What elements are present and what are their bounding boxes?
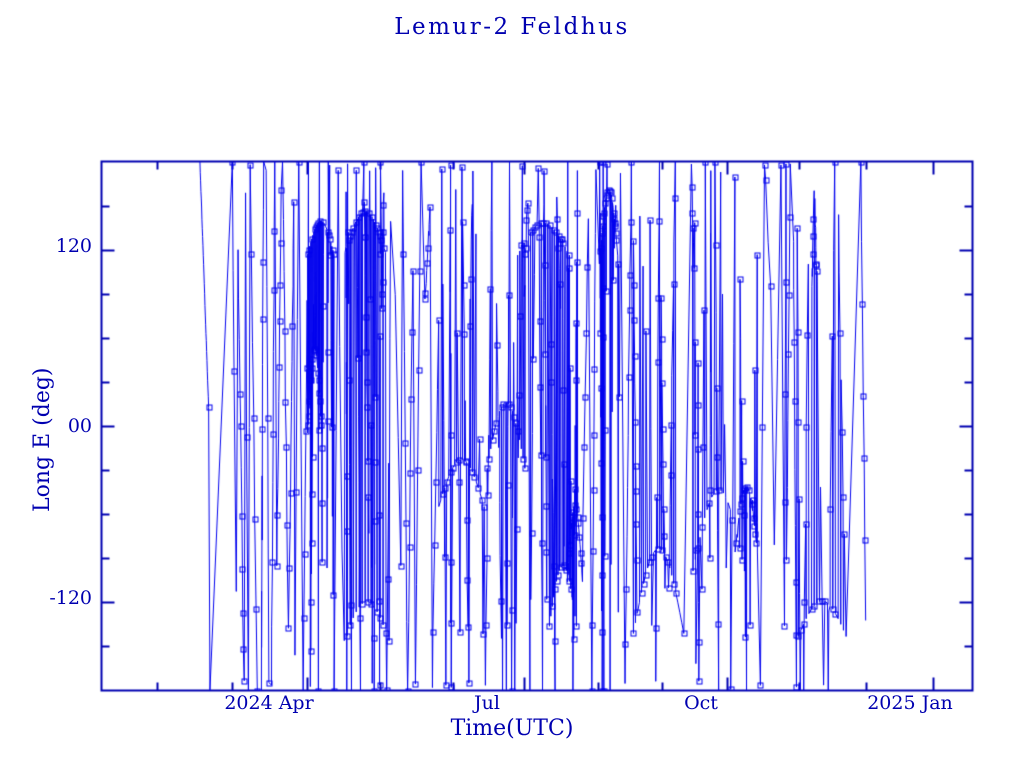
plot-canvas <box>0 0 1024 768</box>
plot-figure: Lemur-2 Feldhus Long E (deg) Time(UTC) 1… <box>0 0 1024 768</box>
